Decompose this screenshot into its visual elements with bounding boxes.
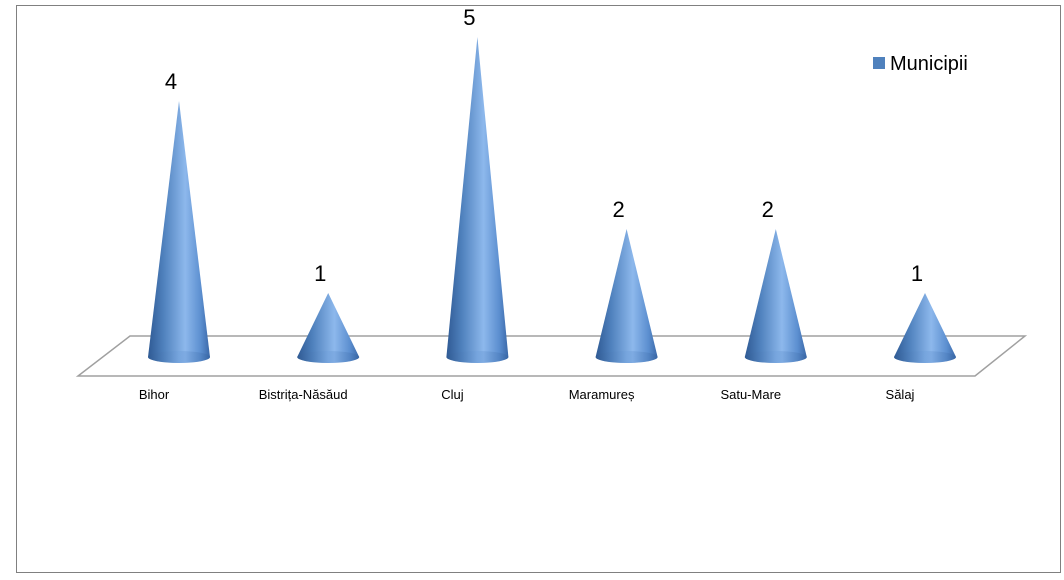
chart-floor <box>75 335 1028 377</box>
cone-base <box>894 351 956 363</box>
cone-base <box>595 351 658 363</box>
category-axis-labels: Bihor Bistrița-Năsăud Cluj Maramureș Satu-Ma… <box>139 387 915 402</box>
category-label: Satu-Mare <box>720 387 781 402</box>
legend-label: Municipii <box>890 53 968 75</box>
category-label: Cluj <box>441 387 464 402</box>
cone-bar <box>595 229 658 363</box>
legend-swatch <box>873 57 885 69</box>
cone-bar <box>894 293 956 363</box>
category-label: Sălaj <box>886 387 915 402</box>
cone-base <box>297 351 360 363</box>
cone-series <box>148 37 956 363</box>
cone-base <box>148 351 210 363</box>
legend: Municipii <box>873 53 968 75</box>
data-label: 1 <box>314 261 326 286</box>
cone-bar <box>446 37 509 363</box>
data-label: 2 <box>612 197 624 222</box>
cone-bar <box>297 293 360 363</box>
data-labels: 4 1 5 2 2 1 <box>165 5 923 286</box>
cone-base <box>744 351 807 363</box>
data-label: 2 <box>762 197 774 222</box>
cone-base <box>446 351 509 363</box>
cone-bar <box>148 101 210 363</box>
data-label: 5 <box>463 5 475 30</box>
category-label: Maramureș <box>569 387 635 402</box>
category-label: Bihor <box>139 387 170 402</box>
category-label: Bistrița-Năsăud <box>259 387 348 402</box>
cone-bar <box>744 229 807 363</box>
data-label: 1 <box>911 261 923 286</box>
data-label: 4 <box>165 69 177 94</box>
